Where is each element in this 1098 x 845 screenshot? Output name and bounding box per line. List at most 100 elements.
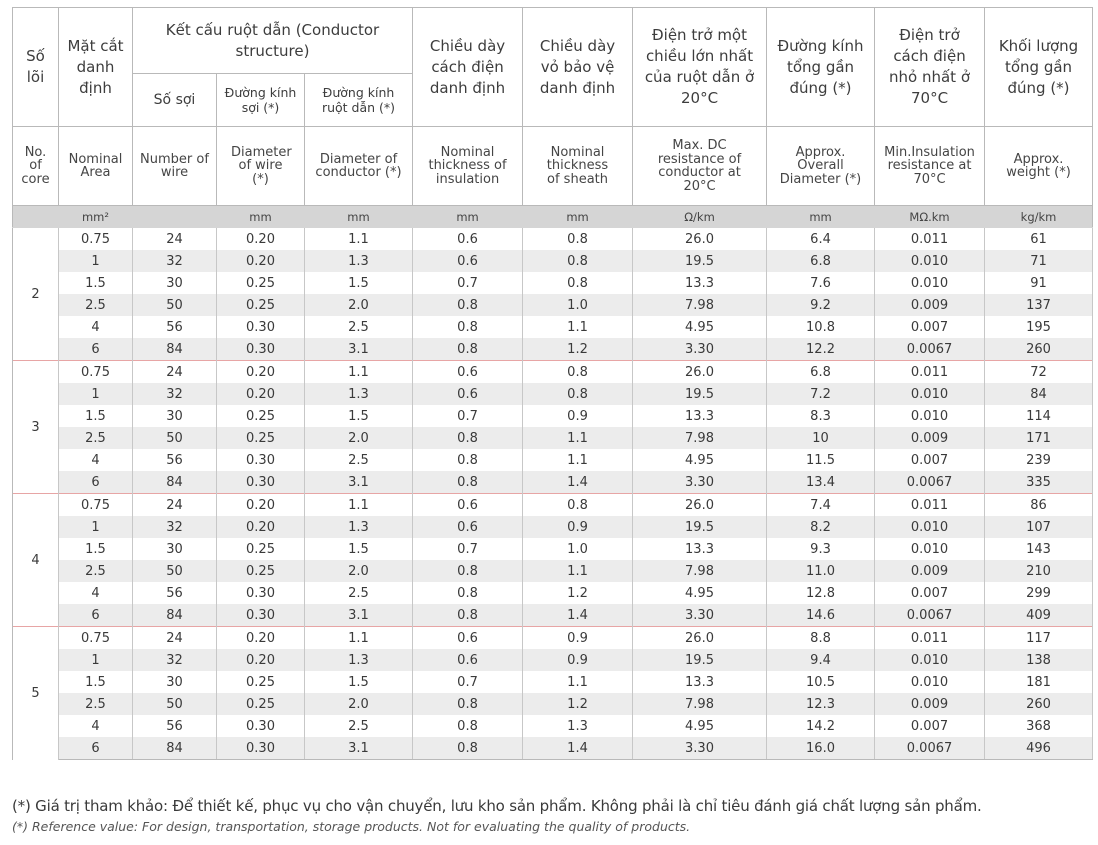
table-cell: 56 [132, 582, 217, 604]
table-cell: 1.3 [303, 649, 414, 671]
table-cell: 0.8 [522, 493, 634, 516]
table-cell: 0.25 [216, 427, 305, 449]
table-cell: 14.2 [766, 715, 876, 737]
table-cell: 2.5 [58, 693, 133, 715]
table-cell: 1.4 [522, 737, 634, 760]
table-cell: 0.8 [522, 360, 634, 383]
table-cell: 50 [132, 427, 217, 449]
cable-spec-table: Số lõi Mặt cắt danh định Kết cấu ruột dẫ… [12, 7, 1094, 760]
table-cell: 4.95 [632, 449, 768, 471]
table-cell: 0.30 [216, 582, 305, 604]
table-row: 1.5 30 0.25 1.5 0.7 1.1 13.3 10.5 0.010 181 [13, 671, 1094, 693]
header-overall-diameter-vi: Đường kính tổng gần đúng (*) [766, 7, 876, 127]
table-cell: 4.95 [632, 715, 768, 737]
table-cell: 3.30 [632, 338, 768, 361]
table-cell: 0.7 [412, 272, 524, 294]
table-cell: 4.95 [632, 582, 768, 604]
table-cell: 13.4 [766, 471, 876, 494]
header-resistance-vi: Điện trở một chiều lớn nhất của ruột dẫn… [632, 7, 768, 127]
unit-cell: mm [766, 205, 876, 228]
table-cell: 26.0 [632, 227, 768, 250]
table-cell: 0.20 [216, 516, 305, 538]
table-cell: 0.0067 [874, 338, 986, 361]
table-cell: 9.2 [766, 294, 876, 316]
table-row: 2.5 50 0.25 2.0 0.8 1.2 7.98 12.3 0.009 260 [13, 693, 1094, 715]
table-cell: 1.5 [58, 671, 133, 693]
table-cell: 0.010 [874, 272, 986, 294]
table-cell: 409 [984, 604, 1094, 627]
table-cell: 32 [132, 516, 217, 538]
unit-cell: mm [216, 205, 305, 228]
table-cell: 0.75 [58, 360, 133, 383]
table-cell: 0.011 [874, 227, 986, 250]
table-cell: 84 [132, 737, 217, 760]
table-cell: 1 [58, 383, 133, 405]
table-cell: 0.0067 [874, 604, 986, 627]
table-cell: 19.5 [632, 516, 768, 538]
table-cell: 0.20 [216, 227, 305, 250]
table-row: 4 56 0.30 2.5 0.8 1.2 4.95 12.8 0.007 299 [13, 582, 1094, 604]
table-cell: 3.1 [303, 471, 414, 494]
table-cell: 7.98 [632, 693, 768, 715]
table-cell: 0.8 [412, 604, 524, 627]
table-row: 2 0.75 24 0.20 1.1 0.6 0.8 26.0 6.4 0.011 61 [12, 227, 1094, 361]
table-cell: 26.0 [632, 360, 768, 383]
table-cell: 12.2 [766, 338, 876, 361]
table-cell: 61 [984, 227, 1094, 250]
table-cell: 7.2 [766, 383, 876, 405]
table-cell: 107 [984, 516, 1094, 538]
table-cell: 0.010 [874, 250, 986, 272]
table-cell: 4 [58, 449, 133, 471]
table-row: 6 84 0.30 3.1 0.8 1.2 3.30 12.2 0.0067 260 [13, 338, 1094, 361]
table-cell: 0.8 [522, 227, 634, 250]
table-cell: 496 [984, 737, 1094, 760]
unit-cell [132, 205, 217, 228]
table-cell: 2.5 [303, 715, 414, 737]
header-cores-vi: Số lõi [12, 7, 59, 127]
table-cell: 0.8 [412, 715, 524, 737]
table-cell: 195 [984, 316, 1094, 338]
table-cell: 1.2 [522, 693, 634, 715]
table-cell: 2.5 [303, 316, 414, 338]
table-cell: 0.0067 [874, 471, 986, 494]
table-cell: 1.4 [522, 604, 634, 627]
table-cell: 0.8 [412, 449, 524, 471]
table-cell: 56 [132, 715, 217, 737]
table-cell: 0.010 [874, 649, 986, 671]
table-cell: 0.010 [874, 405, 986, 427]
core-group: 3 0.75 24 0.20 1.1 0.6 0.8 26.0 6.8 0.011 72 1 32 0.2… [12, 360, 1094, 494]
table-cell: 30 [132, 671, 217, 693]
unit-cell: mm [412, 205, 524, 228]
table-cell: 1.1 [303, 493, 414, 516]
table-cell: 181 [984, 671, 1094, 693]
table-cell: 335 [984, 471, 1094, 494]
table-cell: 8.3 [766, 405, 876, 427]
table-cell: 1.5 [58, 538, 133, 560]
table-cell: 1.5 [303, 671, 414, 693]
core-count-cell: 3 [12, 360, 59, 494]
table-row: 4 56 0.30 2.5 0.8 1.1 4.95 10.8 0.007 195 [13, 316, 1094, 338]
table-cell: 1.1 [522, 316, 634, 338]
table-cell: 0.8 [412, 427, 524, 449]
table-cell: 6 [58, 338, 133, 361]
table-cell: 239 [984, 449, 1094, 471]
core-group: 2 0.75 24 0.20 1.1 0.6 0.8 26.0 6.4 0.011 61 1 32 0.2… [12, 227, 1094, 361]
table-cell: 2.5 [58, 560, 133, 582]
table-row: 4 0.75 24 0.20 1.1 0.6 0.8 26.0 7.4 0.011 86 [12, 493, 1094, 627]
core-group: 5 0.75 24 0.20 1.1 0.6 0.9 26.0 8.8 0.011 117 1 32 0.… [12, 626, 1094, 760]
table-cell: 260 [984, 338, 1094, 361]
table-cell: 1.1 [522, 427, 634, 449]
unit-cell [12, 205, 59, 228]
table-cell: 7.6 [766, 272, 876, 294]
header-area-vi: Mặt cắt danh định [58, 7, 133, 127]
table-cell: 30 [132, 272, 217, 294]
table-cell: 0.30 [216, 338, 305, 361]
table-row: 1 32 0.20 1.3 0.6 0.8 19.5 6.8 0.010 71 [13, 250, 1094, 272]
table-cell: 0.009 [874, 693, 986, 715]
table-cell: 1.0 [522, 294, 634, 316]
table-cell: 0.20 [216, 383, 305, 405]
table-cell: 56 [132, 449, 217, 471]
table-cell: 2.0 [303, 294, 414, 316]
core-count-cell: 4 [12, 493, 59, 627]
table-cell: 0.8 [522, 250, 634, 272]
